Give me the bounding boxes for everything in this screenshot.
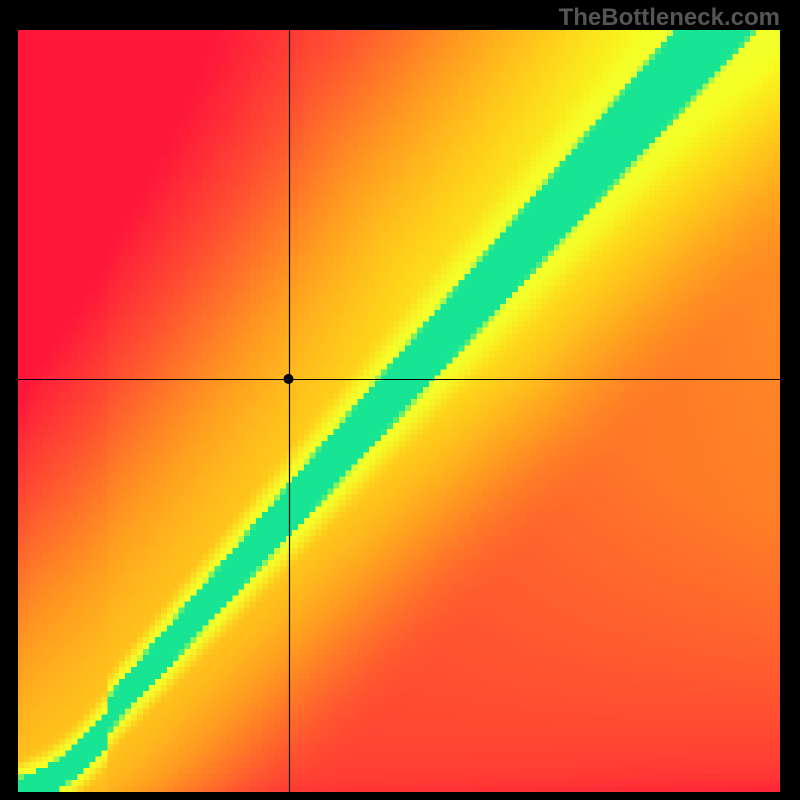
crosshair-overlay <box>18 30 780 792</box>
watermark-text: TheBottleneck.com <box>559 4 780 32</box>
